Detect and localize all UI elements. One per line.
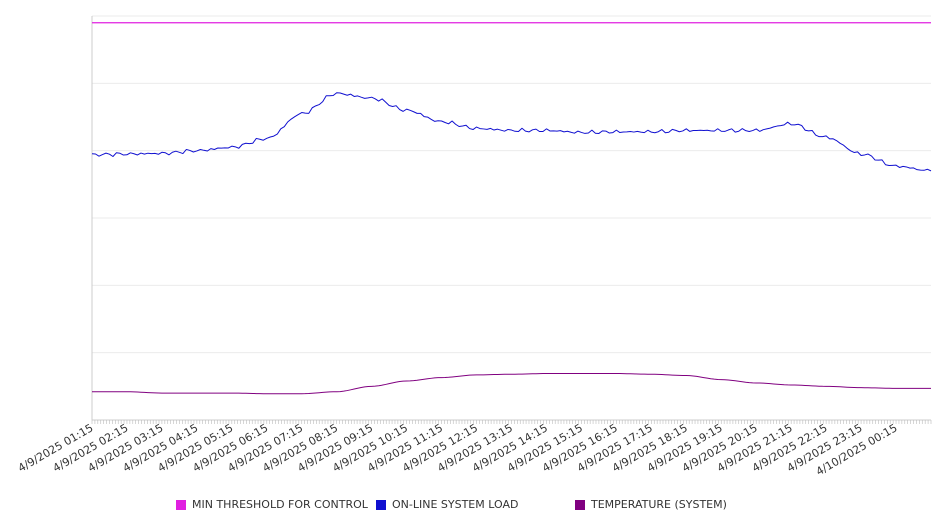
legend-item-min-threshold[interactable]: MIN THRESHOLD FOR CONTROL: [176, 498, 368, 511]
x-tick-labels: 4/9/2025 01:154/9/2025 02:154/9/2025 03:…: [16, 421, 900, 478]
legend: MIN THRESHOLD FOR CONTROL ON-LINE SYSTEM…: [0, 498, 946, 518]
series-lines: [91, 22, 932, 395]
legend-swatch-min-threshold: [176, 499, 186, 510]
legend-item-temperature[interactable]: TEMPERATURE (SYSTEM): [575, 498, 727, 511]
grid-lines: [92, 15, 931, 354]
series-line-2: [92, 373, 931, 395]
line-chart: 4/9/2025 01:154/9/2025 02:154/9/2025 03:…: [16, 15, 932, 478]
legend-label-min-threshold: MIN THRESHOLD FOR CONTROL: [192, 498, 368, 511]
legend-swatch-temperature: [575, 499, 585, 510]
axes: [91, 16, 932, 424]
series-line-1: [91, 92, 932, 172]
legend-label-temperature: TEMPERATURE (SYSTEM): [591, 498, 727, 511]
legend-item-system-load[interactable]: ON-LINE SYSTEM LOAD: [376, 498, 518, 511]
legend-swatch-system-load: [376, 499, 386, 510]
legend-label-system-load: ON-LINE SYSTEM LOAD: [392, 498, 519, 511]
